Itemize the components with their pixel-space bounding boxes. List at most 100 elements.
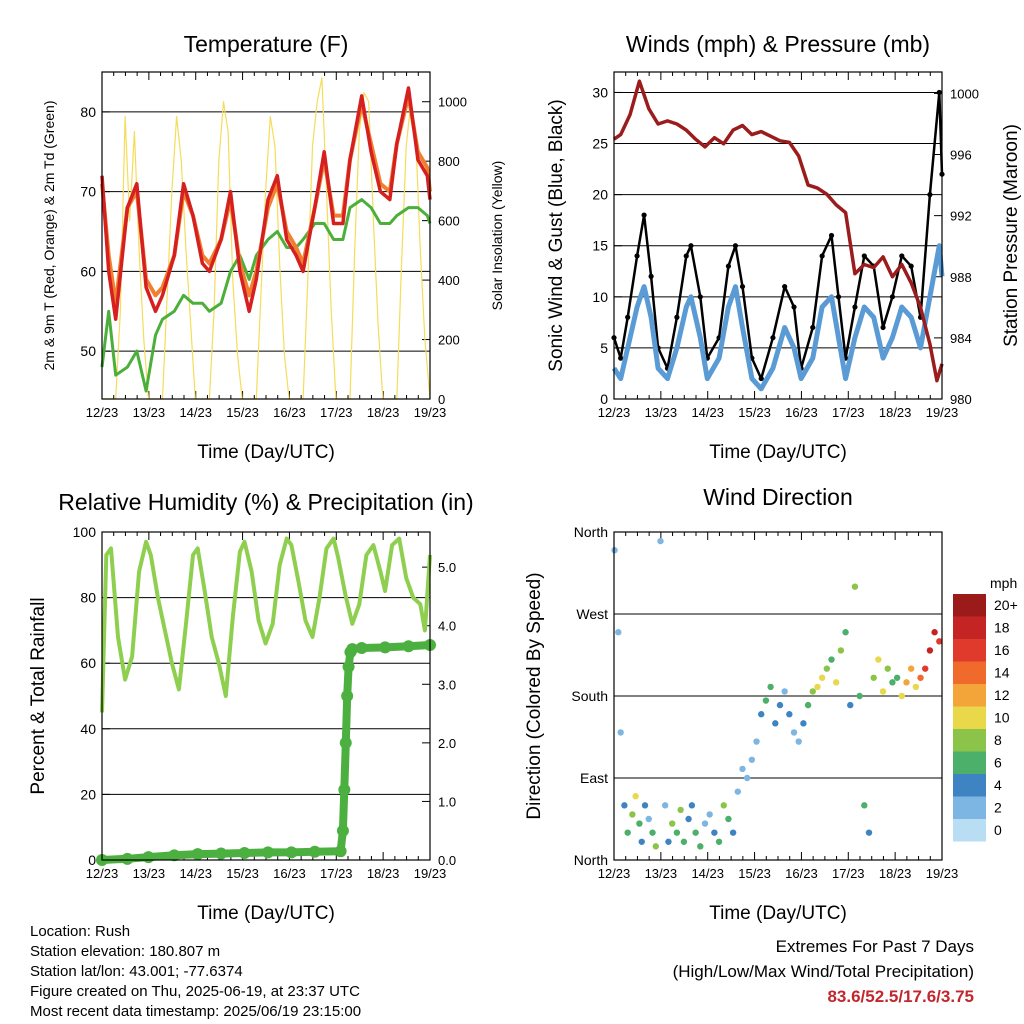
- winds-panel: 12/23 13/23 14/23 15/23 16/23 17/23 18/23 19/23…: [546, 31, 1022, 463]
- precip-point: [339, 736, 352, 749]
- direction-point: [624, 829, 631, 836]
- direction-point: [673, 829, 681, 836]
- colorbar-swatch: [953, 706, 986, 729]
- temperature-panel: 12/23 13/23 14/23 15/23 16/23 17/23 18/23 19/23…: [41, 31, 505, 463]
- precip-point: [338, 783, 351, 796]
- y2-tick-label: 1000: [950, 86, 979, 101]
- y-tick-label: 20: [80, 786, 96, 802]
- y2-tick-label: 1.0: [438, 794, 456, 809]
- x-axis-label: Time (Day/UTC): [709, 903, 847, 924]
- direction-point: [748, 756, 756, 763]
- y2-tick-label: 400: [438, 273, 460, 288]
- colorbar-label: 6: [994, 755, 1002, 771]
- direction-point: [641, 802, 649, 809]
- y-tick-label: 100: [73, 524, 97, 540]
- y-axis-label: Percent & Total Rainfall: [28, 597, 49, 794]
- extremes-values: 83.6/52.5/17.6/3.75: [827, 987, 974, 1006]
- pressure-line: [613, 79, 944, 383]
- x-tick-label: 16/23: [785, 866, 818, 881]
- direction-point: [762, 697, 770, 704]
- colorbar-swatch: [953, 661, 986, 684]
- direction-point: [809, 688, 816, 695]
- colorbar-swatch: [953, 796, 986, 819]
- direction-point: [917, 674, 924, 681]
- direction-point: [665, 838, 672, 845]
- y2-tick-label: 996: [950, 148, 972, 163]
- direction-point: [615, 629, 622, 636]
- direction-point: [912, 683, 920, 691]
- direction-point: [823, 665, 831, 672]
- y-tick-label: South: [571, 688, 608, 704]
- direction-point: [814, 683, 821, 691]
- chart-title: Winds (mph) & Pressure (mb): [626, 31, 930, 57]
- precip-line: [101, 641, 431, 864]
- x-tick-label: 19/23: [926, 405, 959, 420]
- extremes-block: Extremes For Past 7 Days (High/Low/Max W…: [673, 934, 974, 1009]
- direction-point: [661, 802, 669, 809]
- y-tick-label: West: [576, 606, 608, 622]
- y2-tick-label: 984: [950, 331, 972, 346]
- direction-point: [725, 815, 732, 823]
- y-axis-label: Direction (Colored By Speed): [524, 572, 545, 819]
- direction-point: [739, 765, 746, 773]
- y2-tick-label: 992: [950, 209, 972, 224]
- y-axis-label: Sonic Wind & Gust (Blue, Black): [546, 99, 567, 371]
- colorbar-label: 10: [994, 710, 1010, 726]
- colorbar-label: 4: [994, 777, 1002, 793]
- direction-point: [861, 802, 868, 809]
- y2-axis-label: Solar Insolation (Yellow): [489, 161, 505, 311]
- direction-point: [875, 656, 882, 663]
- colorbar-unit: mph: [990, 575, 1017, 591]
- direction-point: [629, 811, 636, 818]
- plot-frame: [101, 531, 431, 861]
- chart-title: Relative Humidity (%) & Precipitation (i…: [58, 489, 473, 515]
- x-tick-label: 15/23: [738, 866, 771, 881]
- colorbar-label: 0: [994, 822, 1002, 838]
- y-tick-label: 40: [80, 721, 96, 737]
- temp-9m-line: [100, 93, 432, 306]
- wind-trace: [611, 243, 945, 392]
- y-tick-label: 0: [600, 391, 608, 407]
- x-tick-label: 14/23: [691, 405, 724, 420]
- direction-point: [720, 802, 727, 809]
- direction-point: [828, 656, 835, 663]
- y-tick-label: 80: [80, 590, 96, 606]
- temp-2m-line: [100, 86, 432, 321]
- direction-point: [847, 701, 854, 709]
- precip-point: [308, 845, 321, 858]
- direction-point: [701, 820, 709, 827]
- colorbar-swatch: [953, 616, 986, 639]
- dewpoint-line: [100, 198, 432, 393]
- solar-line: [102, 77, 431, 400]
- x-axis-label: Time (Day/UTC): [197, 442, 335, 463]
- precip-point: [168, 849, 181, 862]
- y2-tick-label: 980: [950, 392, 972, 407]
- precip-point: [379, 641, 392, 654]
- y2-tick-label: 800: [438, 154, 460, 169]
- x-axis-label: Time (Day/UTC): [197, 903, 335, 924]
- y2-tick-label: 3.0: [438, 677, 456, 692]
- direction-point: [711, 829, 718, 836]
- x-tick-label: 16/23: [785, 405, 818, 420]
- direction-point: [729, 829, 737, 836]
- x-tick-label: 17/23: [832, 866, 865, 881]
- x-tick-label: 13/23: [645, 405, 678, 420]
- direction-point: [617, 729, 624, 736]
- x-tick-label: 15/23: [226, 405, 259, 420]
- precip-point: [341, 690, 354, 702]
- precip-point: [355, 641, 368, 654]
- x-tick-label: 19/23: [926, 866, 959, 881]
- direction-point: [931, 629, 938, 636]
- direction-point: [800, 720, 807, 727]
- direction-point: [903, 679, 910, 686]
- precip-point: [402, 640, 415, 653]
- x-tick-label: 15/23: [226, 866, 259, 881]
- colorbar-swatch: [953, 639, 986, 662]
- x-tick-label: 14/23: [179, 405, 212, 420]
- direction-point: [692, 829, 699, 836]
- precip-point: [191, 848, 204, 861]
- gust-trace: [612, 91, 944, 380]
- precip-point: [215, 847, 228, 860]
- x-tick-label: 12/23: [86, 866, 119, 881]
- x-tick-label: 19/23: [414, 405, 447, 420]
